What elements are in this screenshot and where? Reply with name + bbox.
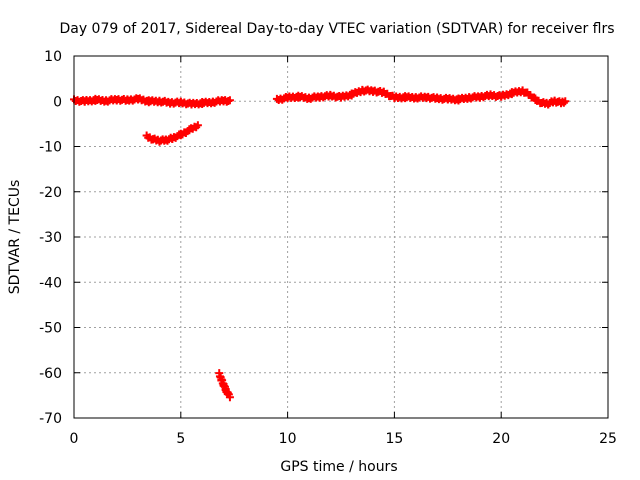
y-tick-label: -40	[39, 275, 62, 291]
grid-lines	[74, 56, 608, 418]
data-points	[70, 85, 570, 402]
x-tick-label: 10	[279, 431, 297, 447]
chart-title: Day 079 of 2017, Sidereal Day-to-day VTE…	[59, 21, 614, 37]
y-tick-label: -30	[39, 230, 62, 246]
data-point	[193, 121, 202, 130]
data-segment	[272, 85, 570, 109]
axis-ticks: 0 5 10 15 20 25 10 0 -10 -20 -30 -40 -50 -60 -70	[39, 49, 617, 447]
x-tick-label: 15	[385, 431, 403, 447]
data-point	[559, 98, 568, 107]
data-segment	[70, 94, 234, 109]
data-segment	[215, 369, 234, 402]
y-tick-label: -20	[39, 185, 62, 201]
y-tick-label: -60	[39, 366, 62, 382]
y-tick-label: -50	[39, 321, 62, 337]
y-axis-label: SDTVAR / TECUs	[7, 180, 23, 295]
data-point	[561, 97, 570, 106]
x-tick-label: 20	[492, 431, 510, 447]
y-tick-label: -70	[39, 411, 62, 427]
plot-frame	[73, 55, 609, 419]
x-tick-label: 5	[176, 431, 185, 447]
y-tick-label: 10	[44, 49, 62, 65]
y-tick-label: -10	[39, 140, 62, 156]
data-point	[225, 393, 234, 402]
data-segment	[142, 121, 202, 146]
data-point	[225, 96, 234, 105]
y-tick-label: 0	[53, 94, 62, 110]
x-axis-label: GPS time / hours	[280, 459, 397, 475]
x-tick-label: 25	[599, 431, 617, 447]
x-tick-label: 0	[70, 431, 79, 447]
